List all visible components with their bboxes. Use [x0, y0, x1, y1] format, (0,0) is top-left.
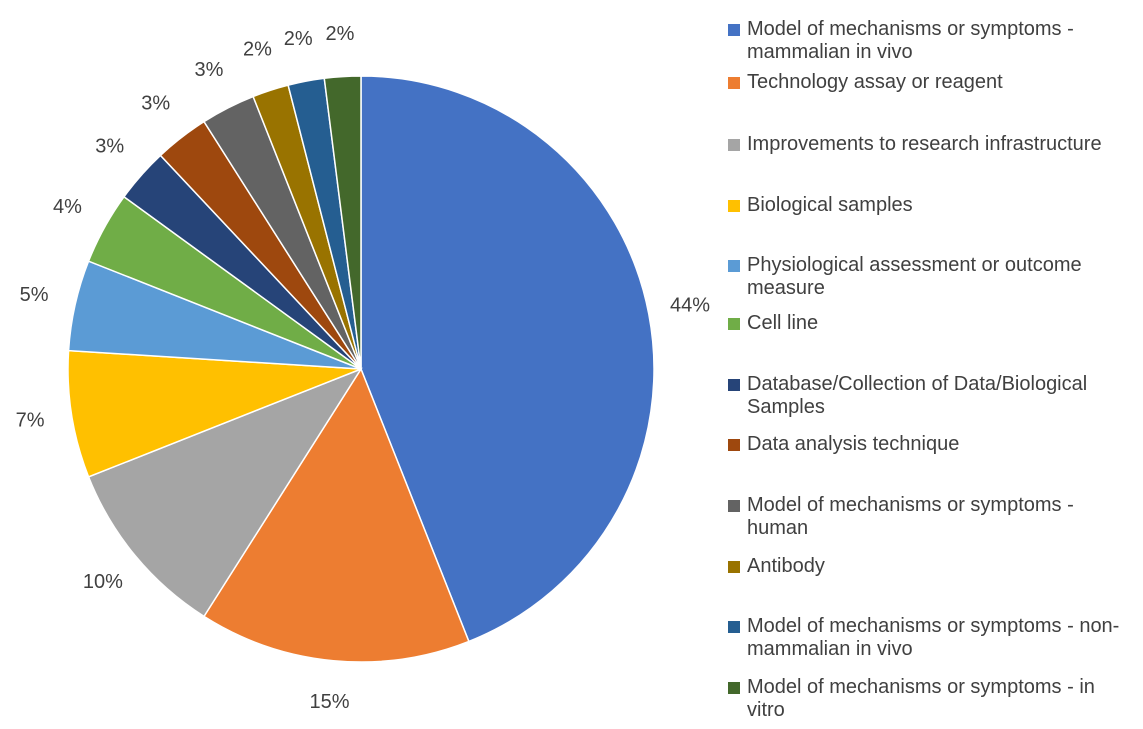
legend-swatch: [728, 500, 740, 512]
legend-swatch: [728, 379, 740, 391]
legend-swatch: [728, 439, 740, 451]
legend-label: Database/Collection of Data/Biological S…: [747, 373, 1088, 418]
legend-swatch: [728, 561, 740, 573]
legend-label: Model of mechanisms or symptoms - human: [747, 494, 1074, 539]
legend-label: Antibody: [747, 555, 825, 577]
data-label: 5%: [20, 284, 49, 306]
legend-item: Technology assay or reagent: [728, 71, 1138, 94]
data-label: 3%: [141, 93, 170, 115]
legend-item: Physiological assessment or outcome meas…: [728, 254, 1138, 300]
legend-item: Biological samples: [728, 194, 1138, 217]
legend-label: Technology assay or reagent: [747, 71, 1003, 93]
legend-item: Database/Collection of Data/Biological S…: [728, 373, 1138, 419]
data-label: 2%: [326, 23, 355, 45]
data-label: 7%: [16, 410, 45, 432]
legend-swatch: [728, 24, 740, 36]
data-label: 3%: [194, 59, 223, 81]
data-label: 10%: [83, 571, 123, 593]
pie-slice: [202, 367, 470, 663]
data-label: 4%: [53, 196, 82, 218]
legend-swatch: [728, 682, 740, 694]
pie-slice: [67, 349, 362, 478]
legend-label: Model of mechanisms or symptoms - mammal…: [747, 18, 1074, 63]
pie-slice: [360, 75, 655, 643]
legend-label: Data analysis technique: [747, 433, 960, 455]
legend-swatch: [728, 77, 740, 89]
pie-area: 44% 15% 10% 7% 5% 4% 3% 3% 3% 2% 2% 2%: [16, 23, 711, 713]
legend-swatch: [728, 200, 740, 212]
legend-label: Model of mechanisms or symptoms - non-ma…: [747, 615, 1120, 660]
legend-item: Model of mechanisms or symptoms - non-ma…: [728, 615, 1138, 661]
legend-label: Cell line: [747, 312, 819, 334]
legend-item: Improvements to research infrastructure: [728, 133, 1138, 156]
data-label: 44%: [670, 295, 710, 317]
legend-item: Model of mechanisms or symptoms - mammal…: [728, 18, 1138, 64]
legend-swatch: [728, 621, 740, 633]
legend-label: Biological samples: [747, 194, 913, 216]
legend-item: Cell line: [728, 312, 1138, 335]
legend-item: Antibody: [728, 555, 1138, 578]
data-label: 2%: [243, 39, 272, 61]
data-label: 3%: [95, 136, 124, 158]
pie-slice: [87, 367, 363, 618]
legend-label: Physiological assessment or outcome meas…: [747, 254, 1082, 299]
pie-slice: [323, 75, 362, 370]
legend-swatch: [728, 318, 740, 330]
legend-swatch: [728, 260, 740, 272]
data-label: 15%: [309, 691, 349, 713]
legend-label: Improvements to research infrastructure: [747, 133, 1102, 155]
legend-item: Model of mechanisms or symptoms - in vit…: [728, 676, 1138, 722]
data-label: 2%: [284, 28, 313, 50]
legend-label: Model of mechanisms or symptoms - in vit…: [747, 676, 1095, 721]
legend-item: Model of mechanisms or symptoms - human: [728, 494, 1138, 540]
legend-swatch: [728, 139, 740, 151]
legend-item: Data analysis technique: [728, 433, 1138, 456]
